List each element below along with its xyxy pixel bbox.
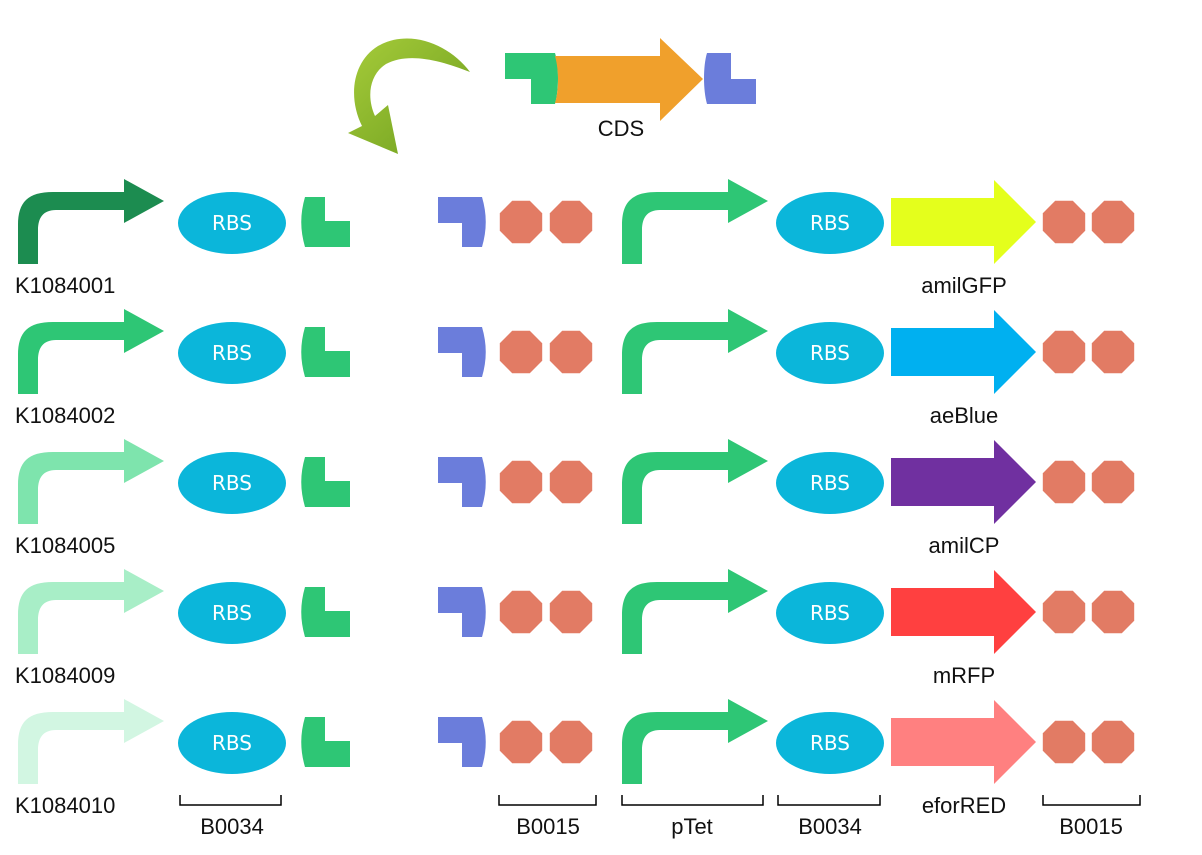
construct-rows: RBS RBS K1084001 amilGFP RBS RBS K1084002 aeBlu… xyxy=(15,179,1135,818)
ptet-promoter-arrow-icon xyxy=(622,309,768,394)
bracket-label-b0015-left: B0015 xyxy=(516,814,580,839)
reporter-arrow-icon xyxy=(891,180,1036,264)
rbs-ellipse-icon xyxy=(178,322,286,384)
overhang-right-icon xyxy=(438,457,486,507)
promoter-arrow-icon xyxy=(18,179,164,264)
rbs-ellipse-icon xyxy=(178,582,286,644)
rbs-ellipse-icon xyxy=(178,452,286,514)
cds-label: CDS xyxy=(598,116,644,141)
terminator-icon xyxy=(499,590,543,634)
overhang-left-icon xyxy=(301,197,350,247)
construct-id-label: K1084001 xyxy=(15,273,115,298)
rbs-ellipse-icon xyxy=(776,452,884,514)
ptet-promoter-arrow-icon xyxy=(622,439,768,524)
construct-id-label: K1084009 xyxy=(15,663,115,688)
overhang-left-icon xyxy=(301,717,350,767)
construct-id-label: K1084005 xyxy=(15,533,115,558)
terminator-icon xyxy=(1091,460,1135,504)
reporter-name-label: amilCP xyxy=(929,533,1000,558)
rbs-ellipse-icon xyxy=(776,192,884,254)
ptet-promoter-arrow-icon xyxy=(622,179,768,264)
terminator-icon xyxy=(549,200,593,244)
terminator-icon xyxy=(1042,460,1086,504)
terminator-icon xyxy=(1091,590,1135,634)
cds-right-overhang-icon xyxy=(704,53,756,104)
rbs-ellipse-icon xyxy=(178,712,286,774)
ptet-promoter-arrow-icon xyxy=(622,699,768,784)
construct-row: RBS RBS K1084001 amilGFP xyxy=(15,179,1135,298)
rbs-ellipse-icon xyxy=(178,192,286,254)
construct-id-label: K1084002 xyxy=(15,403,115,428)
curved-insertion-arrow-icon xyxy=(348,38,470,154)
promoter-arrow-icon xyxy=(18,439,164,524)
rbs-label: RBS xyxy=(212,211,252,235)
overhang-right-icon xyxy=(438,587,486,637)
terminator-icon xyxy=(499,200,543,244)
bracket-b0034-right: B0034 xyxy=(777,795,881,839)
rbs-ellipse-icon xyxy=(776,322,884,384)
rbs-label: RBS xyxy=(212,731,252,755)
cds-left-overhang-icon xyxy=(505,53,558,104)
bracket-b0034-left: B0034 xyxy=(179,795,282,839)
rbs-label: RBS xyxy=(212,471,252,495)
reporter-arrow-icon xyxy=(891,570,1036,654)
terminator-icon xyxy=(499,720,543,764)
rbs-label: RBS xyxy=(212,341,252,365)
terminator-icon xyxy=(549,720,593,764)
reporter-name-label: aeBlue xyxy=(930,403,999,428)
terminator-icon xyxy=(1042,330,1086,374)
terminator-icon xyxy=(1042,200,1086,244)
terminator-icon xyxy=(499,330,543,374)
bracket-b0015-left: B0015 xyxy=(498,795,597,839)
cds-arrow-icon xyxy=(555,38,703,121)
bracket-label-b0015-right: B0015 xyxy=(1059,814,1123,839)
construct-id-label: K1084010 xyxy=(15,793,115,818)
bracket-label-b0034-right: B0034 xyxy=(798,814,862,839)
overhang-left-icon xyxy=(301,457,350,507)
overhang-right-icon xyxy=(438,197,486,247)
terminator-icon xyxy=(499,460,543,504)
reporter-arrow-icon xyxy=(891,310,1036,394)
reporter-arrow-icon xyxy=(891,440,1036,524)
bracket-ptet: pTet xyxy=(621,795,764,839)
construct-row: RBS RBS K1084010 eforRED xyxy=(15,699,1135,818)
overhang-left-icon xyxy=(301,587,350,637)
bracket-label-b0034-left: B0034 xyxy=(200,814,264,839)
rbs-label: RBS xyxy=(810,471,850,495)
rbs-label: RBS xyxy=(810,211,850,235)
terminator-icon xyxy=(1091,200,1135,244)
overhang-left-icon xyxy=(301,327,350,377)
overhang-right-icon xyxy=(438,717,486,767)
rbs-label: RBS xyxy=(810,341,850,365)
ptet-promoter-arrow-icon xyxy=(622,569,768,654)
promoter-arrow-icon xyxy=(18,699,164,784)
rbs-label: RBS xyxy=(810,731,850,755)
terminator-icon xyxy=(549,330,593,374)
terminator-icon xyxy=(549,460,593,504)
terminator-icon xyxy=(1042,590,1086,634)
part-brackets: B0034 B0015 pTet B0034 B0015 xyxy=(179,795,1141,839)
rbs-label: RBS xyxy=(810,601,850,625)
promoter-arrow-icon xyxy=(18,309,164,394)
rbs-ellipse-icon xyxy=(776,712,884,774)
construct-row: RBS RBS K1084009 mRFP xyxy=(15,569,1135,688)
bracket-b0015-right: B0015 xyxy=(1042,795,1141,839)
rbs-ellipse-icon xyxy=(776,582,884,644)
promoter-arrow-icon xyxy=(18,569,164,654)
construct-row: RBS RBS K1084002 aeBlue xyxy=(15,309,1135,428)
rbs-label: RBS xyxy=(212,601,252,625)
terminator-icon xyxy=(1091,720,1135,764)
reporter-name-label: mRFP xyxy=(933,663,995,688)
cds-insert-part: CDS xyxy=(348,38,756,154)
bracket-label-ptet: pTet xyxy=(671,814,713,839)
reporter-arrow-icon xyxy=(891,700,1036,784)
construct-row: RBS RBS K1084005 amilCP xyxy=(15,439,1135,558)
terminator-icon xyxy=(549,590,593,634)
terminator-icon xyxy=(1091,330,1135,374)
terminator-icon xyxy=(1042,720,1086,764)
reporter-name-label: eforRED xyxy=(922,793,1006,818)
reporter-name-label: amilGFP xyxy=(921,273,1007,298)
overhang-right-icon xyxy=(438,327,486,377)
